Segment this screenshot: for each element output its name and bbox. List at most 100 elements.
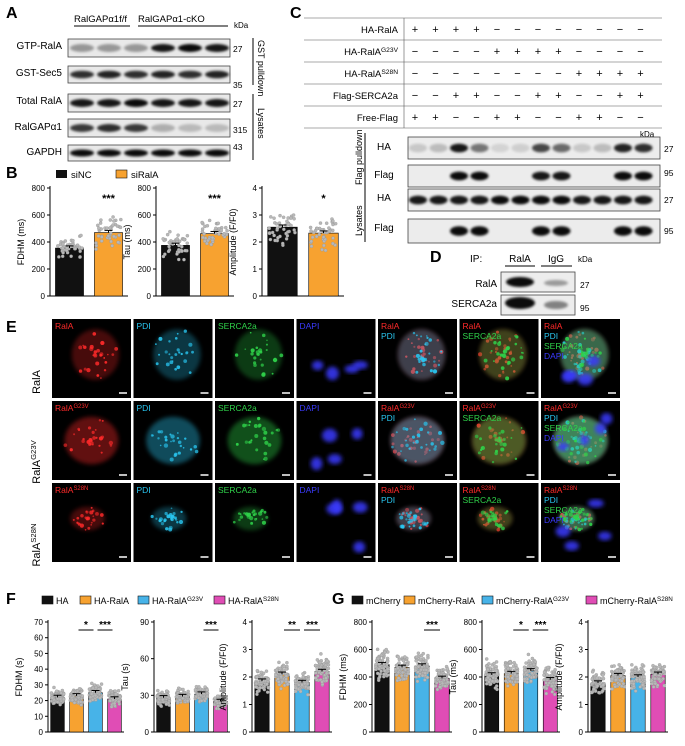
panel-e-speckle bbox=[158, 353, 161, 356]
panel-e-speckle bbox=[580, 353, 584, 357]
panel-e-speckle bbox=[157, 437, 160, 440]
panel-g-chart-1-point bbox=[530, 671, 534, 675]
panel-g-chart-2-point bbox=[652, 665, 657, 670]
panel-a-band bbox=[205, 124, 229, 132]
panel-e-channel-label: PDI bbox=[544, 413, 558, 423]
panel-e-cell-body bbox=[227, 416, 282, 465]
panel-f-chart-1-point bbox=[193, 688, 198, 692]
panel-f-chart-0-point bbox=[54, 689, 59, 693]
panel-c-sign: − bbox=[494, 68, 500, 80]
panel-b-chart-0-point bbox=[98, 221, 103, 225]
panel-e-speckle bbox=[401, 512, 405, 515]
panel-e-speckle bbox=[174, 518, 178, 521]
panel-e-speckle bbox=[172, 439, 176, 443]
panel-g-chart-1-point bbox=[513, 680, 518, 684]
panel-f-chart-1-point bbox=[205, 688, 209, 692]
panel-f-chart-1-point bbox=[178, 687, 182, 691]
panel-e-speckle bbox=[243, 512, 246, 515]
panel-e-speckle bbox=[510, 437, 513, 439]
panel-f-chart-2-point bbox=[254, 681, 259, 686]
panel-f-chart-2-point bbox=[324, 676, 328, 680]
panel-e-speckle bbox=[80, 514, 84, 518]
panel-b-chart-2-point bbox=[310, 235, 315, 240]
panel-e-speckle bbox=[85, 516, 90, 521]
panel-g-chart-0-point bbox=[416, 664, 421, 669]
panel-e-speckle bbox=[490, 350, 493, 352]
panel-b-chart-1-point bbox=[161, 237, 165, 241]
panel-e-speckle bbox=[493, 340, 497, 345]
panel-e-speckle bbox=[180, 510, 183, 514]
panel-e-speckle bbox=[174, 353, 178, 357]
panel-e-speckle bbox=[420, 356, 425, 361]
panel-e-speckle bbox=[237, 512, 241, 515]
panel-e-speckle bbox=[409, 519, 414, 523]
panel-c-row-label-1: HA-RalAG23V bbox=[344, 47, 399, 59]
panel-c-sign: + bbox=[596, 68, 602, 80]
panel-g-chart-0-point bbox=[375, 671, 380, 676]
panel-d-kda-header: kDa bbox=[578, 255, 593, 264]
panel-e-speckle bbox=[174, 452, 178, 456]
panel-f-chart-0-point bbox=[55, 696, 60, 701]
panel-e-speckle bbox=[399, 515, 404, 520]
panel-e-nucleus bbox=[327, 453, 342, 465]
panel-e-speckle bbox=[582, 355, 585, 358]
panel-e-speckle bbox=[421, 359, 425, 363]
panel-f-chart-2-point bbox=[284, 667, 289, 671]
panel-e-speckle bbox=[258, 423, 262, 428]
panel-e-speckle bbox=[242, 423, 247, 428]
panel-g-chart-2-point bbox=[619, 674, 623, 678]
panel-e-speckle bbox=[98, 419, 102, 422]
panel-e-speckle bbox=[408, 447, 411, 450]
panel-c-blot-label-flag-lysate: Flag bbox=[374, 223, 393, 234]
panel-e-speckle bbox=[428, 449, 431, 452]
panel-g-chart-1-point bbox=[531, 666, 535, 670]
panel-g-chart-2-point bbox=[638, 685, 642, 689]
panel-g-chart-2-point bbox=[641, 670, 646, 674]
panel-e-speckle bbox=[409, 511, 413, 514]
panel-e-nucleus bbox=[587, 499, 604, 508]
panel-e-speckle bbox=[252, 513, 256, 517]
panel-g-chart-2-point bbox=[611, 673, 616, 677]
panel-e-speckle bbox=[91, 509, 95, 513]
panel-e-speckle bbox=[426, 431, 430, 434]
panel-d-row-rala: RalA bbox=[475, 279, 497, 290]
panel-e-nucleus bbox=[557, 442, 569, 452]
panel-g-chart-0-point bbox=[406, 671, 410, 676]
panel-b-chart-0-ylabel: FDHM (ms) bbox=[16, 219, 26, 266]
panel-e-speckle bbox=[261, 518, 264, 520]
panel-g-chart-1-point bbox=[493, 679, 498, 683]
panel-e-speckle bbox=[92, 518, 96, 522]
panel-e-speckle bbox=[574, 439, 577, 443]
panel-c-sign: − bbox=[514, 90, 520, 102]
panel-g-chart-1-point bbox=[544, 691, 549, 696]
panel-b-chart-1-point bbox=[216, 221, 220, 226]
panel-b-chart-1-point bbox=[225, 228, 229, 233]
panel-e-speckle bbox=[183, 359, 188, 364]
panel-f-chart-1-point bbox=[205, 691, 210, 696]
panel-e-speckle bbox=[265, 343, 268, 346]
panel-b-chart-1-point bbox=[167, 244, 171, 249]
panel-e-speckle bbox=[419, 349, 423, 353]
panel-e-speckle bbox=[423, 357, 428, 362]
panel-c-band bbox=[532, 143, 550, 153]
panel-g-chart-1-point bbox=[484, 682, 489, 686]
panel-g-chart-0-point bbox=[401, 658, 406, 663]
panel-a-band bbox=[178, 124, 202, 132]
panel-a-kda-35: 35 bbox=[233, 80, 243, 90]
panel-e-speckle bbox=[172, 512, 176, 516]
panel-b-chart-2-tick-label: 0 bbox=[253, 292, 258, 301]
panel-e-speckle bbox=[408, 525, 411, 528]
panel-c-band bbox=[470, 143, 489, 153]
panel-c-sign: − bbox=[617, 46, 623, 58]
panel-b-significance-2: * bbox=[321, 193, 326, 205]
panel-f-chart-2-point bbox=[274, 668, 279, 672]
panel-e-speckle bbox=[395, 431, 398, 434]
panel-e-speckle bbox=[78, 429, 81, 432]
panel-b-chart-1-point bbox=[167, 240, 172, 245]
panel-e-speckle bbox=[257, 353, 260, 356]
panel-g-chart-0-point bbox=[446, 671, 450, 676]
panel-e-speckle bbox=[86, 367, 91, 373]
panel-b-chart-1-point bbox=[217, 232, 221, 236]
